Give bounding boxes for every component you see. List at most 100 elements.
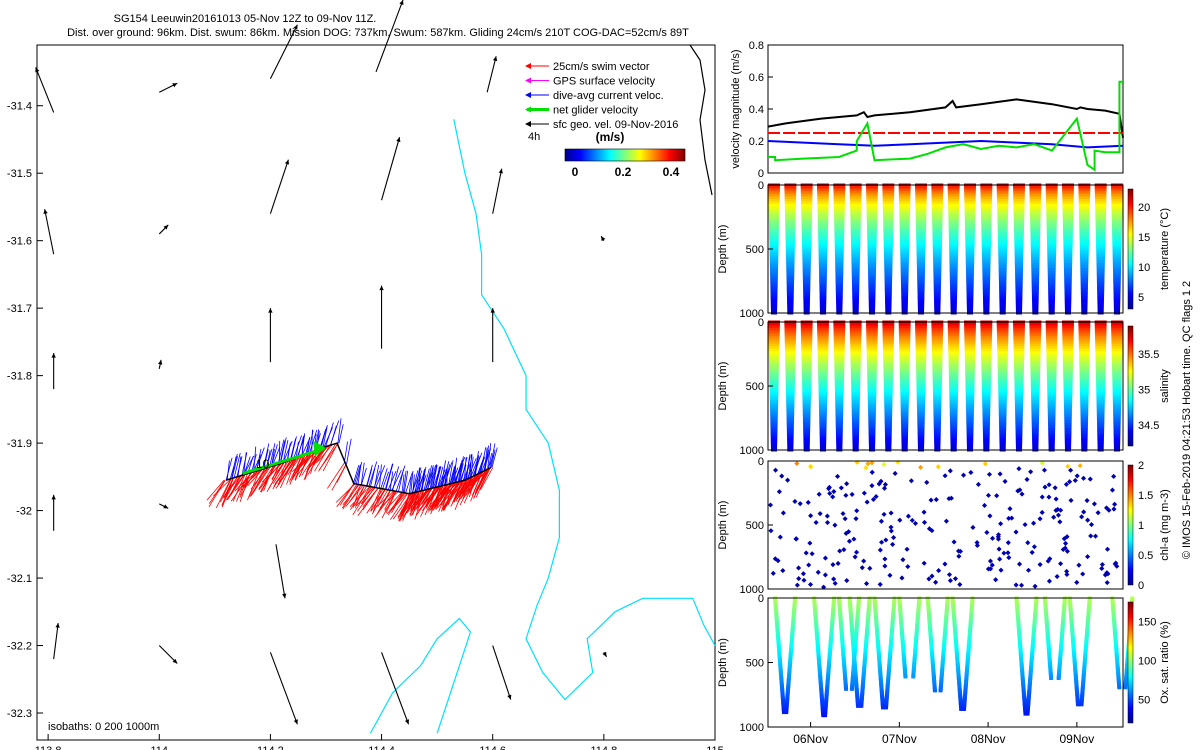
section-point [932, 227, 943, 231]
section-point [817, 351, 829, 355]
section-point [900, 404, 909, 408]
section-point [926, 601, 931, 605]
section-point [835, 415, 844, 419]
section-point [892, 601, 897, 605]
section-point [901, 425, 909, 429]
section-point [966, 649, 971, 653]
swim-vector [208, 480, 226, 507]
section-point [891, 605, 896, 609]
section-point [1074, 687, 1079, 691]
section-point [1064, 568, 1070, 574]
section-point [787, 440, 794, 444]
section-point [880, 701, 885, 705]
section-point [997, 203, 1009, 207]
section-point [932, 366, 943, 370]
section-point [1047, 265, 1056, 269]
section-point [885, 308, 892, 312]
section-point [1045, 193, 1058, 197]
section-point [898, 196, 911, 200]
section-point [1064, 308, 1072, 312]
section-point [1073, 666, 1078, 670]
section-point [859, 698, 864, 702]
section-point [1057, 666, 1062, 670]
section-point [817, 198, 829, 202]
section-point [917, 425, 925, 429]
section-point [868, 440, 876, 444]
section-point [792, 607, 797, 611]
dac-vector [453, 457, 458, 484]
section-point [940, 664, 945, 668]
section-point [1061, 610, 1066, 614]
swim-vector [225, 475, 244, 501]
section-point [916, 611, 921, 615]
section-point [1031, 270, 1040, 274]
section-point [877, 656, 882, 660]
section-point [1047, 384, 1057, 388]
swim-vector [466, 470, 485, 495]
section-point [817, 333, 829, 337]
section-point [861, 681, 866, 685]
section-point [1045, 627, 1050, 631]
section-point [1059, 644, 1064, 648]
section-cbar-tick: 35.5 [1138, 349, 1159, 361]
section-point [1013, 201, 1025, 205]
section-point [948, 351, 959, 355]
section-point [983, 298, 990, 302]
section-point [785, 247, 795, 251]
sfc-vector-head [51, 353, 56, 358]
section-point [863, 653, 868, 657]
section-point [1075, 695, 1080, 699]
section-point [786, 681, 791, 685]
section-point [864, 635, 869, 639]
section-point [770, 422, 778, 426]
section-point [1048, 422, 1056, 426]
section-point [819, 273, 827, 277]
section-point [953, 638, 958, 642]
section-point [1047, 250, 1057, 254]
section-point [834, 252, 844, 256]
section-point [945, 602, 950, 606]
section-point [965, 664, 970, 668]
section-point [828, 639, 833, 643]
section-point [868, 308, 876, 312]
section-point [777, 653, 782, 657]
section-point [851, 389, 861, 393]
section-point [872, 602, 877, 606]
section-point [812, 607, 817, 611]
dac-vector [360, 467, 367, 486]
section-point [786, 428, 794, 432]
section-point [828, 647, 833, 651]
section-point [1061, 619, 1066, 623]
section-point [998, 242, 1008, 246]
section-point [996, 328, 1009, 332]
section-point [931, 193, 944, 197]
section-point [828, 641, 833, 645]
section-point [899, 622, 904, 626]
section-point [966, 425, 974, 429]
section-point [998, 267, 1007, 271]
section-point [1029, 335, 1041, 339]
section-point [1111, 608, 1116, 612]
section-point [921, 509, 927, 515]
section-point [780, 689, 785, 693]
legend-label: sfc geo. vel. 09-Nov-2016 [553, 119, 678, 131]
section-point [898, 330, 911, 334]
section-point [862, 664, 867, 668]
section-point [1070, 629, 1075, 633]
section-point [997, 198, 1009, 202]
section-point [1016, 625, 1021, 629]
section-point [981, 247, 991, 251]
section-point [769, 257, 779, 261]
section-point [842, 516, 848, 522]
section-point [1046, 229, 1057, 233]
section-point [851, 280, 860, 284]
section-point [1028, 669, 1033, 673]
section-point [1085, 624, 1090, 628]
dac-vector [322, 426, 328, 448]
section-point [850, 627, 855, 631]
section-point [1111, 340, 1123, 344]
section-point [948, 343, 960, 347]
section-point [1114, 653, 1119, 657]
section-point [902, 658, 907, 662]
section-point [1063, 232, 1073, 236]
